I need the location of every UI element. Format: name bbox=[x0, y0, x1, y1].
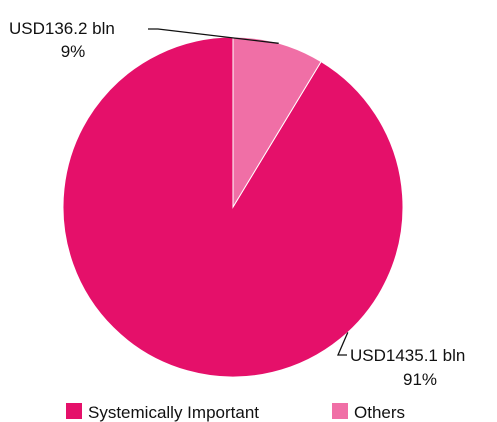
data-label-others-value: USD136.2 bln bbox=[9, 19, 115, 38]
legend-label-others: Others bbox=[354, 403, 405, 422]
leader-line-systemically-important bbox=[337, 332, 349, 356]
legend: Systemically Important Others bbox=[66, 403, 405, 422]
leader-line-others bbox=[148, 28, 279, 44]
legend-swatch-systemically-important bbox=[66, 403, 82, 419]
data-label-systemically-important-percent: 91% bbox=[403, 370, 437, 389]
data-label-systemically-important-value: USD1435.1 bln bbox=[350, 346, 465, 365]
legend-label-systemically-important: Systemically Important bbox=[88, 403, 259, 422]
legend-swatch-others bbox=[332, 403, 348, 419]
data-label-others-percent: 9% bbox=[61, 42, 86, 61]
pie-slice-others bbox=[232, 36, 322, 209]
